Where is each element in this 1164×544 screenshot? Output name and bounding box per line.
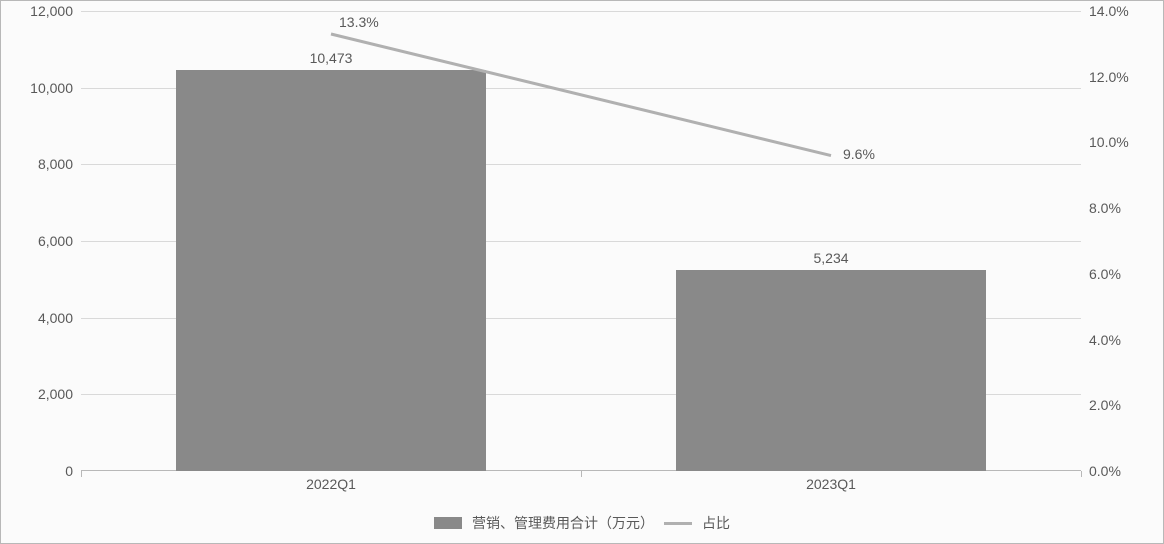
x-tick: [581, 471, 582, 477]
x-tick: [81, 471, 82, 477]
bar-value-label: 10,473: [310, 50, 353, 66]
y2-tick-label: 0.0%: [1089, 463, 1149, 479]
x-tick-label: 2022Q1: [306, 476, 356, 492]
line-value-label: 13.3%: [339, 14, 379, 30]
x-tick-label: 2023Q1: [806, 476, 856, 492]
legend-line-label: 占比: [702, 513, 730, 533]
legend: 营销、管理费用合计（万元） 占比: [434, 513, 730, 533]
legend-bar-label: 营销、管理费用合计（万元）: [472, 513, 654, 533]
y2-tick-label: 8.0%: [1089, 200, 1149, 216]
y2-tick-label: 10.0%: [1089, 134, 1149, 150]
legend-bar-swatch: [434, 517, 462, 529]
x-tick: [1081, 471, 1082, 477]
y1-tick-label: 4,000: [3, 310, 73, 326]
bar-value-label: 5,234: [813, 250, 848, 266]
line-value-label: 9.6%: [843, 146, 875, 162]
legend-line-swatch: [664, 522, 692, 525]
y2-tick-label: 14.0%: [1089, 3, 1149, 19]
y2-tick-label: 4.0%: [1089, 332, 1149, 348]
y1-tick-label: 10,000: [3, 80, 73, 96]
y2-tick-label: 12.0%: [1089, 69, 1149, 85]
chart-container: 营销、管理费用合计（万元） 占比 0 2,000 4,000 6,000 8,000 10…: [0, 0, 1164, 544]
plot-area: [81, 11, 1081, 471]
y1-tick-label: 0: [3, 463, 73, 479]
y2-tick-label: 2.0%: [1089, 397, 1149, 413]
y1-tick-label: 12,000: [3, 3, 73, 19]
y1-tick-label: 6,000: [3, 233, 73, 249]
y2-tick-label: 6.0%: [1089, 266, 1149, 282]
y1-tick-label: 8,000: [3, 156, 73, 172]
y1-tick-label: 2,000: [3, 386, 73, 402]
line-series: [81, 11, 1081, 471]
